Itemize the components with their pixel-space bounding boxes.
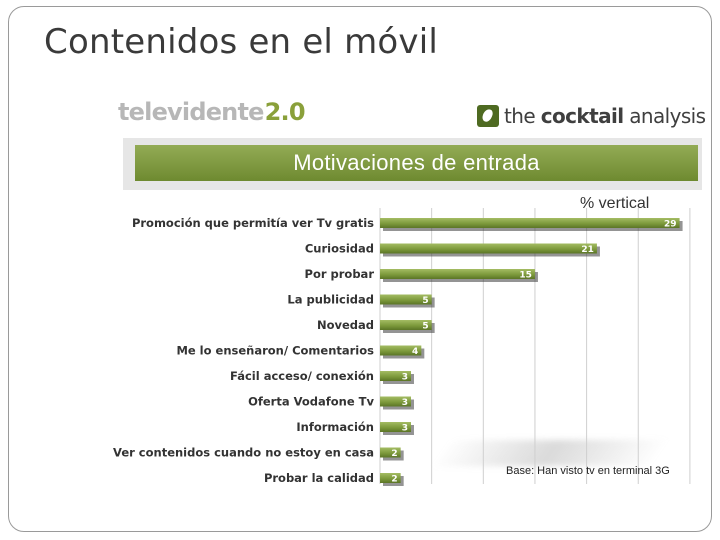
data-label: 3 bbox=[402, 424, 408, 434]
cocktail-logo-prefix: the bbox=[504, 104, 541, 128]
cocktail-logo-suffix: analysis bbox=[623, 104, 706, 128]
slide-frame bbox=[8, 6, 712, 532]
category-label: Novedad bbox=[317, 318, 374, 332]
televidente-logo-version: 2.0 bbox=[264, 98, 306, 126]
bar bbox=[380, 269, 535, 279]
bar bbox=[380, 345, 422, 356]
category-label: Ver contenidos cuando no estoy en casa bbox=[113, 446, 374, 460]
bar bbox=[380, 320, 432, 330]
cocktail-logo-bold: cocktail bbox=[540, 104, 624, 128]
televidente-logo-brand: televidente bbox=[118, 98, 264, 126]
category-label: Probar la calidad bbox=[264, 471, 374, 485]
bar bbox=[380, 371, 411, 381]
data-label: 15 bbox=[519, 271, 532, 281]
category-label: Me lo enseñaron/ Comentarios bbox=[176, 344, 374, 358]
data-label: 2 bbox=[391, 449, 397, 459]
category-label: Por probar bbox=[305, 267, 375, 281]
bar bbox=[380, 422, 411, 432]
category-label: Información bbox=[296, 420, 374, 434]
bar bbox=[380, 396, 411, 407]
bar bbox=[380, 243, 597, 254]
category-label: Fácil acceso/ conexión bbox=[230, 369, 374, 383]
category-label: Promoción que permitía ver Tv gratis bbox=[132, 216, 374, 230]
data-label: 3 bbox=[402, 373, 408, 383]
base-note: Base: Han visto tv en terminal 3G bbox=[506, 465, 670, 477]
data-label: 3 bbox=[402, 398, 408, 408]
cocktail-analysis-logo: the cocktail analysis bbox=[477, 103, 706, 129]
category-label: Oferta Vodafone Tv bbox=[248, 395, 374, 409]
chart-title: Motivaciones de entrada bbox=[293, 150, 540, 175]
televidente-logo: televidente2.0 bbox=[118, 98, 306, 126]
data-label: 5 bbox=[422, 322, 428, 332]
cocktail-leaf-icon bbox=[477, 105, 499, 127]
category-label: La publicidad bbox=[287, 293, 374, 307]
data-label: 21 bbox=[581, 245, 594, 255]
data-label: 2 bbox=[391, 475, 397, 485]
bar bbox=[380, 294, 432, 305]
chart-title-banner: Motivaciones de entrada bbox=[135, 145, 698, 181]
data-label: 4 bbox=[412, 347, 418, 357]
category-label: Curiosidad bbox=[305, 242, 374, 256]
data-label: 5 bbox=[422, 296, 428, 306]
chart-subtitle: % vertical bbox=[580, 195, 650, 212]
slide-title: Contenidos en el móvil bbox=[44, 22, 439, 62]
data-label: 29 bbox=[664, 220, 677, 230]
bar bbox=[380, 447, 401, 458]
cocktail-analysis-wordmark: the cocktail analysis bbox=[504, 104, 706, 128]
bar bbox=[380, 218, 680, 228]
bar bbox=[380, 473, 401, 483]
